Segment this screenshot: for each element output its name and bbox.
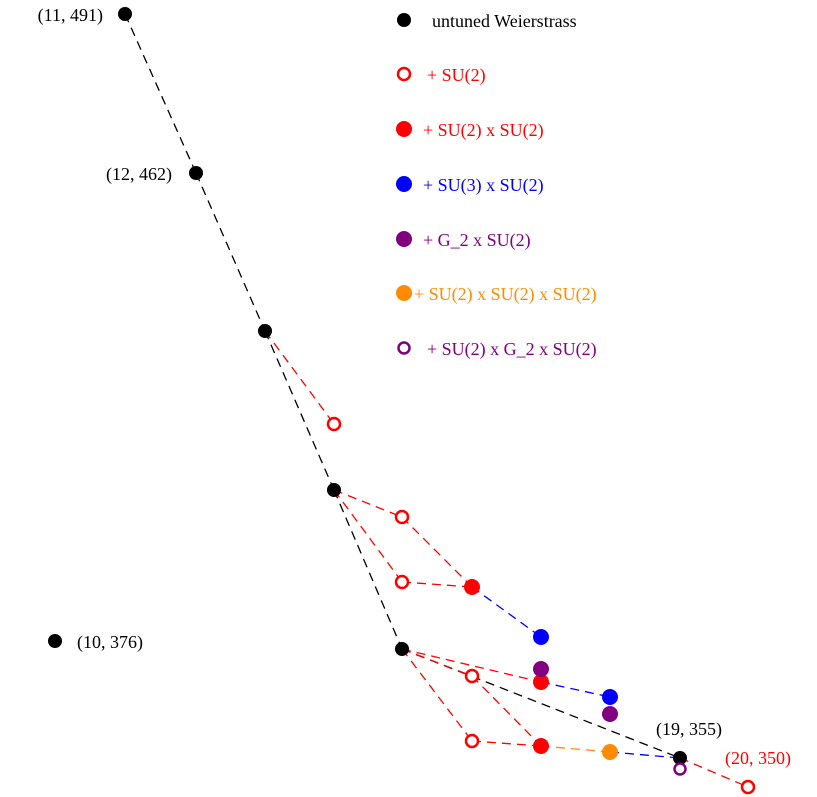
legend-item-su2: + SU(2): [396, 65, 486, 86]
node-su2xsu2: [464, 579, 480, 595]
node-untuned: [395, 642, 409, 656]
legend-item-su3xsu2: + SU(3) x SU(2): [396, 175, 544, 196]
label-p11: (11, 491): [38, 5, 103, 26]
label-p20: (20, 350): [725, 748, 791, 769]
node-su2x3: [602, 744, 618, 760]
label-p12: (12, 462): [106, 164, 172, 185]
edge-red: [679, 757, 749, 788]
edge-black: [195, 172, 266, 332]
legend-label-su2g2su2: + SU(2) x G_2 x SU(2): [427, 339, 597, 360]
node-su2-open: [464, 733, 480, 749]
legend-label-su2: + SU(2): [427, 65, 486, 86]
node-su3xsu2: [602, 689, 618, 705]
legend-item-g2xsu2: + G_2 x SU(2): [396, 230, 531, 251]
node-g2xsu2: [602, 706, 618, 722]
node-su2-open: [394, 574, 410, 590]
node-su2xsu2: [533, 738, 549, 754]
edge-red: [471, 740, 542, 747]
node-untuned-11-491: [118, 7, 132, 21]
node-su2-open: [326, 416, 342, 432]
node-su2g2su2-open: [673, 762, 687, 776]
legend-label-su2xsu2: + SU(2) x SU(2): [423, 120, 544, 141]
legend-marker-g2xsu2: [396, 231, 412, 247]
edge-red: [401, 516, 473, 588]
edge-orange: [540, 745, 611, 753]
edge-red: [401, 648, 542, 683]
legend-item-su2x3: + SU(2) x SU(2) x SU(2): [396, 284, 597, 305]
legend-label-su2x3: + SU(2) x SU(2) x SU(2): [414, 284, 597, 305]
label-p10: (10, 376): [77, 632, 143, 653]
legend-label-g2xsu2: + G_2 x SU(2): [423, 230, 531, 251]
edge-red: [401, 648, 473, 677]
legend-marker-su2: [396, 66, 412, 82]
legend-label-untuned: untuned Weierstrass: [432, 11, 577, 31]
nodes: [48, 7, 756, 795]
legend-item-untuned: untuned Weierstrass: [397, 11, 577, 31]
label-p19: (19, 355): [656, 719, 722, 740]
edge-black: [124, 13, 197, 174]
edge-red: [264, 330, 335, 425]
point-labels: (11, 491) (12, 462) (10, 376) (19, 355) …: [38, 5, 791, 769]
node-untuned: [258, 324, 272, 338]
edge-blue: [540, 681, 611, 698]
legend-marker-untuned: [397, 13, 411, 27]
legend-item-su2g2su2: + SU(2) x G_2 x SU(2): [397, 339, 597, 360]
node-untuned-19-355: [673, 751, 687, 765]
edge-red: [471, 675, 542, 747]
node-su2xsu2: [533, 674, 549, 690]
node-g2xsu2: [533, 661, 549, 677]
node-su2-open-20-350: [740, 779, 756, 795]
edges: [124, 13, 749, 788]
edge-red: [333, 489, 403, 583]
edge-red: [401, 648, 473, 742]
edge-blue: [609, 751, 681, 759]
legend-label-su3xsu2: + SU(3) x SU(2): [423, 175, 544, 196]
legend-item-su2xsu2: + SU(2) x SU(2): [396, 120, 544, 141]
edge-red: [401, 581, 473, 588]
edge-blue: [471, 586, 542, 638]
node-untuned-10-376: [48, 634, 62, 648]
node-su3xsu2: [533, 629, 549, 645]
legend-marker-su2g2su2: [397, 341, 411, 355]
node-su2-open: [464, 668, 480, 684]
node-untuned-12-462: [189, 166, 203, 180]
node-untuned: [327, 483, 341, 497]
node-su2-open: [394, 509, 410, 525]
legend-marker-su2x3: [396, 285, 412, 301]
edge-black: [333, 489, 403, 650]
legend: untuned Weierstrass + SU(2) + SU(2) x SU…: [396, 11, 597, 360]
edge-red: [333, 489, 403, 518]
legend-marker-su3xsu2: [396, 176, 412, 192]
legend-marker-su2xsu2: [396, 121, 412, 137]
